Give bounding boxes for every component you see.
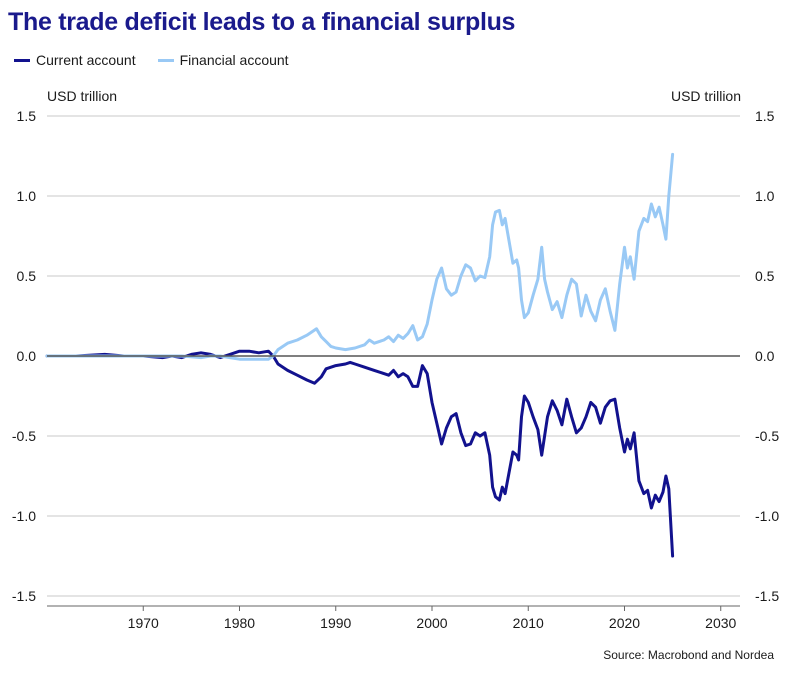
chart-title: The trade deficit leads to a financial s… <box>8 8 516 36</box>
y-tick-label-right: -0.5 <box>755 428 779 444</box>
y-tick-label-left: -1.5 <box>12 588 36 604</box>
y-tick-label-left: -1.0 <box>12 508 36 524</box>
legend-label-current-account: Current account <box>36 52 136 68</box>
x-tick-label: 1980 <box>224 615 255 631</box>
y-tick-label-right: 1.5 <box>755 108 775 124</box>
legend-item-financial-account: Financial account <box>157 52 289 68</box>
legend-label-financial-account: Financial account <box>179 52 289 68</box>
y-tick-label-left: 1.5 <box>17 108 37 124</box>
x-tick-label: 2010 <box>513 615 544 631</box>
y-tick-label-right: -1.0 <box>755 508 779 524</box>
y-tick-label-left: 0.0 <box>17 348 37 364</box>
y-tick-label-left: -0.5 <box>12 428 36 444</box>
series-line-current-account <box>45 349 675 558</box>
y-axis-unit-right: USD trillion <box>670 88 741 104</box>
y-tick-label-right: 0.5 <box>755 268 775 284</box>
legend-item-current-account: Current account <box>14 52 136 68</box>
y-axis-unit-left: USD trillion <box>47 88 118 104</box>
legend: Current account Financial account <box>14 52 289 68</box>
x-tick-label: 1990 <box>320 615 351 631</box>
y-tick-label-left: 1.0 <box>17 188 37 204</box>
y-tick-label-right: 0.0 <box>755 348 775 364</box>
y-tick-label-right: 1.0 <box>755 188 775 204</box>
series-line-financial-account <box>45 152 675 361</box>
y-tick-label-right: -1.5 <box>755 588 779 604</box>
source-note: Source: Macrobond and Nordea <box>603 648 774 662</box>
y-tick-label-left: 0.5 <box>17 268 37 284</box>
x-tick-label: 2000 <box>416 615 447 631</box>
legend-swatch-financial-account <box>157 58 174 62</box>
x-tick-label: 2030 <box>705 615 736 631</box>
legend-swatch-current-account <box>14 58 30 62</box>
x-tick-label: 1970 <box>128 615 159 631</box>
x-tick-label: 2020 <box>609 615 640 631</box>
